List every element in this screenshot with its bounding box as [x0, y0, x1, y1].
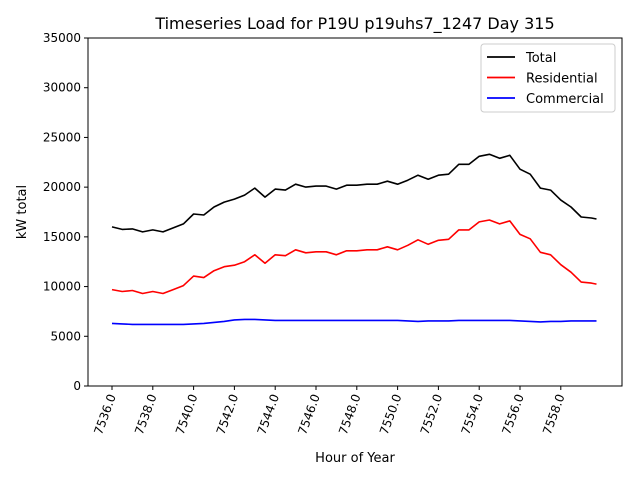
y-tick-label: 25000	[43, 130, 81, 144]
x-tick-label: 7546.0	[295, 392, 323, 436]
x-tick-label: 7558.0	[540, 392, 568, 436]
y-tick-label: 5000	[50, 329, 81, 343]
chart-title: Timeseries Load for P19U p19uhs7_1247 Da…	[154, 14, 554, 34]
x-tick-label: 7548.0	[336, 392, 364, 436]
x-tick-label: 7550.0	[377, 392, 405, 436]
x-tick-label: 7542.0	[214, 392, 242, 436]
y-tick-label: 20000	[43, 180, 81, 194]
x-tick-label: 7540.0	[173, 392, 201, 436]
series-line-total	[111, 153, 597, 233]
series-line-residential	[111, 219, 597, 295]
x-tick-label: 7544.0	[254, 392, 282, 436]
x-tick-label: 7554.0	[458, 392, 486, 436]
series-line-commercial	[111, 318, 597, 326]
x-tick-label: 7538.0	[132, 392, 160, 436]
y-tick-label: 0	[73, 379, 81, 393]
y-tick-label: 15000	[43, 230, 81, 244]
legend-box	[480, 43, 616, 113]
x-tick-label: 7556.0	[499, 392, 527, 436]
legend-label-commercial: Commercial	[526, 92, 604, 107]
y-tick-label: 30000	[43, 81, 81, 95]
y-tick-label: 10000	[43, 280, 81, 294]
legend: Total Residential Commercial	[480, 43, 616, 113]
legend-label-residential: Residential	[526, 72, 598, 87]
x-tick-label: 7536.0	[91, 392, 119, 436]
x-axis-label: Hour of Year	[315, 451, 395, 466]
y-axis-label: kW total	[15, 185, 30, 239]
legend-label-total: Total	[525, 51, 556, 66]
y-tick-label: 35000	[43, 31, 81, 45]
plot-frame	[87, 37, 623, 387]
x-tick-label: 7552.0	[418, 392, 446, 436]
